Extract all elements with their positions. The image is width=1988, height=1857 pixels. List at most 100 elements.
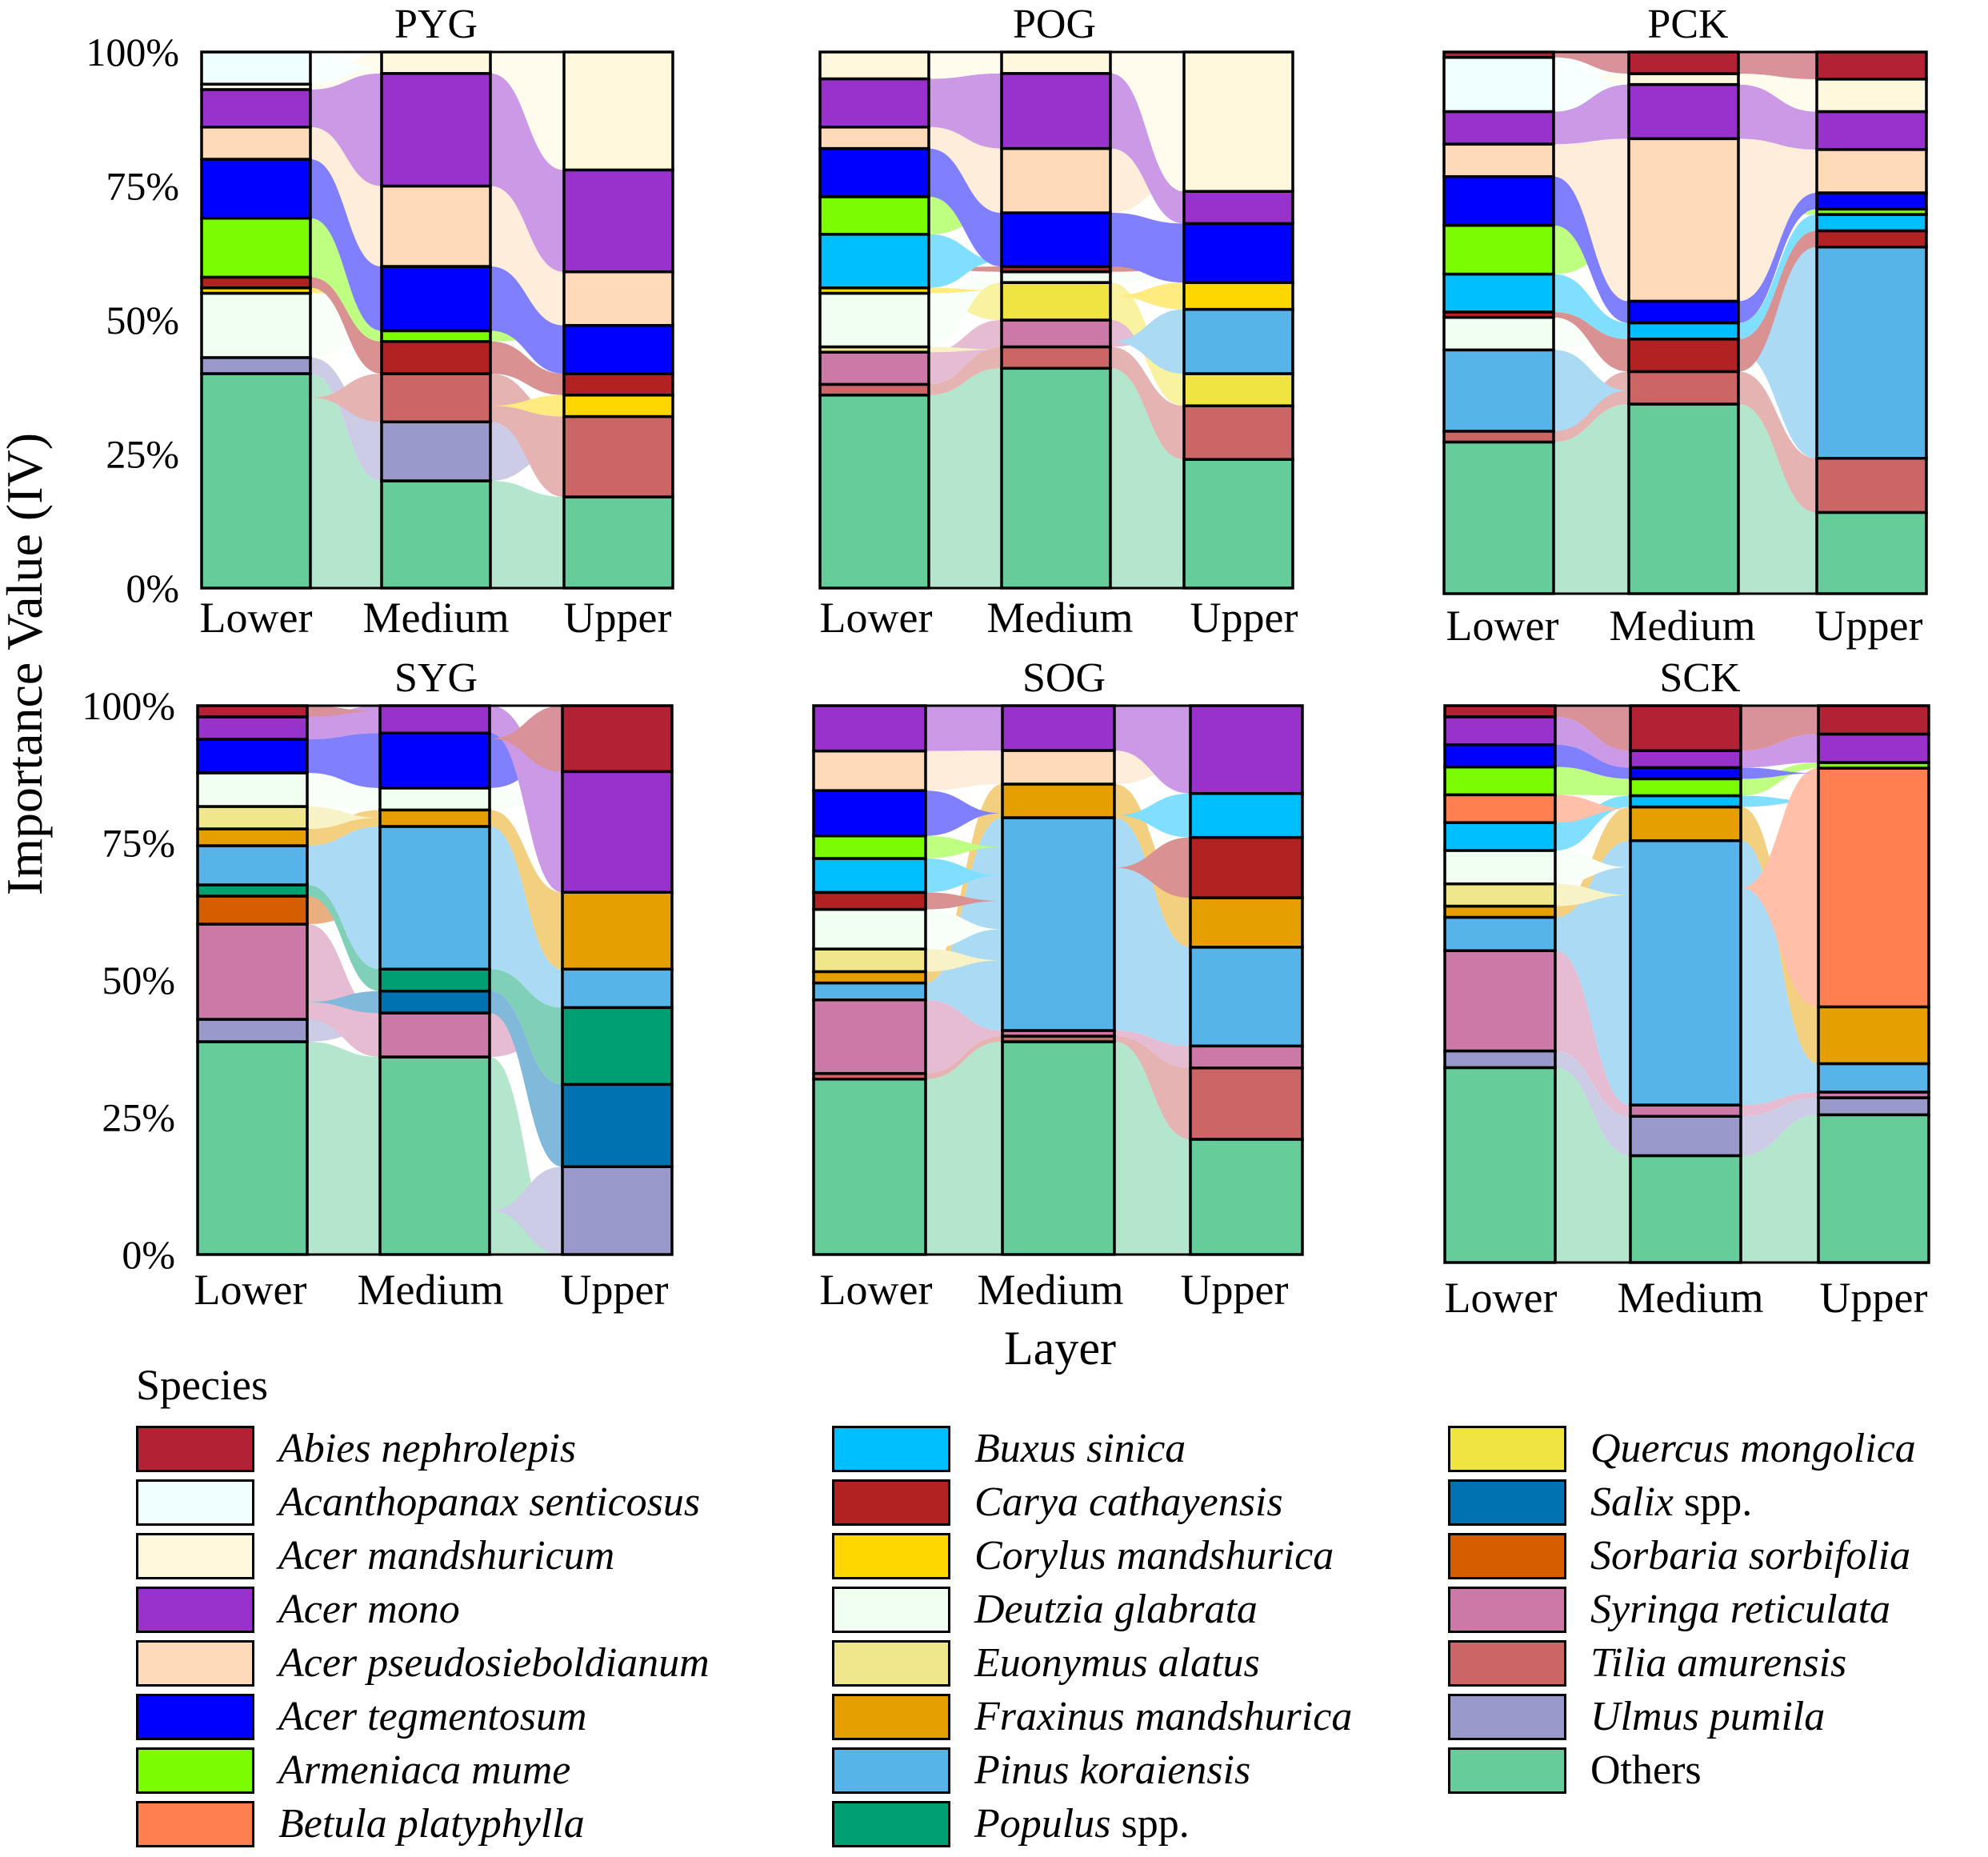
segment-pinus: [1815, 245, 1928, 460]
segment-fraxinus: [1189, 896, 1304, 949]
y-tick-label: 50%: [106, 298, 179, 342]
x-axis-label: Layer: [1004, 1322, 1116, 1375]
segment-betula: [1817, 766, 1930, 1009]
segment-pinus: [1629, 838, 1742, 1107]
segment-tilia: [1815, 457, 1928, 514]
flow-acer_pse-1: [929, 126, 1002, 213]
flow-abies-2: [1738, 52, 1817, 79]
segment-armeniaca: [818, 195, 930, 236]
segment-acer_teg: [1629, 766, 1742, 781]
segment-syringa: [1443, 949, 1557, 1053]
panel-pck: PCK Lower Medium Upper: [1442, 2, 1928, 650]
segment-syringa: [1629, 1103, 1742, 1118]
segment-syringa: [1000, 318, 1112, 349]
segment-syringa: [812, 999, 927, 1075]
x-tick-label: Lower: [1446, 602, 1559, 650]
flow-others-2: [1738, 404, 1817, 594]
segment-armeniaca: [380, 329, 492, 343]
segment-pinus: [1182, 307, 1294, 375]
segment-pinus: [378, 825, 491, 971]
segment-acer_mono: [1182, 190, 1294, 226]
bar-lower: [196, 704, 309, 1256]
segment-acer_mono: [1000, 72, 1112, 150]
flow-buxus-1: [926, 858, 1002, 893]
flow-syringa-1: [307, 924, 380, 1058]
segment-ulmus: [561, 1165, 674, 1256]
bar-medium: [1001, 704, 1116, 1256]
flows: [310, 52, 564, 588]
flow-armeniaca-2: [1741, 762, 1818, 796]
flow-carya-1: [926, 892, 1002, 910]
x-tick-label: Lower: [820, 594, 933, 642]
flow-acer_man-2: [1110, 52, 1184, 192]
flow-acer_mono-2: [1738, 84, 1817, 150]
segment-tilia: [1182, 404, 1294, 461]
x-tick-label: Upper: [1190, 594, 1298, 642]
segment-others: [1443, 1066, 1557, 1264]
flow-tilia-1: [929, 346, 1002, 395]
legend-swatch: [136, 1533, 254, 1579]
segment-buxus: [1189, 792, 1304, 839]
y-tick-label: 0%: [126, 566, 179, 610]
flow-acer_teg-2: [1738, 193, 1817, 323]
panel-title: SCK: [1659, 655, 1741, 701]
segment-carya: [562, 372, 674, 397]
legend-swatch: [832, 1640, 950, 1687]
flow-others-1: [1554, 404, 1629, 594]
flow-acer_mono-2: [1741, 734, 1818, 768]
segment-carya: [1189, 835, 1304, 899]
legend-title: Species: [136, 1361, 268, 1409]
legend-swatch: [136, 1640, 254, 1687]
flow-acer_pse-2: [490, 186, 564, 326]
segment-acer_mono: [200, 88, 312, 129]
segment-buxus: [1627, 321, 1740, 341]
segment-others: [812, 1078, 927, 1256]
panel-title: PCK: [1647, 2, 1729, 47]
segment-deutzia: [200, 291, 312, 359]
segment-acer_mono: [1443, 715, 1557, 746]
y-tick-label: 100%: [82, 683, 175, 728]
segment-others: [1815, 510, 1928, 595]
segment-sorbaria: [196, 894, 309, 926]
legend-swatch: [136, 1694, 254, 1740]
flow-acer_mono-1: [1555, 716, 1630, 768]
legend-label: Abies nephrolepis: [278, 1426, 577, 1471]
x-tick-label: Lower: [200, 594, 313, 642]
flow-others-1: [1555, 1067, 1630, 1263]
segment-acer_mono: [1627, 82, 1740, 141]
legend-label: Carya cathayensis: [974, 1479, 1283, 1525]
panel-syg: SYG Lower Medium Upper 0% 25% 50% 75% 100%: [82, 655, 674, 1314]
segment-fraxinus: [812, 970, 927, 985]
segment-others: [1442, 440, 1555, 595]
segment-acer_teg: [378, 731, 491, 790]
stacked-alluvial-figure: Importance Value (IV) Layer PYG Lower Medi…: [0, 2, 1930, 1375]
panel-title: SYG: [394, 655, 478, 701]
legend-swatch: [832, 1587, 950, 1633]
segment-fraxinus: [378, 808, 491, 828]
legend-label: Buxus sinica: [974, 1426, 1186, 1471]
segment-acer_pse: [380, 184, 492, 268]
y-tick-label: 75%: [106, 164, 179, 209]
flow-euonymus-1: [307, 806, 380, 829]
bar-upper: [561, 704, 674, 1256]
legend-swatch: [1448, 1587, 1566, 1633]
segment-deutzia: [812, 907, 927, 951]
segment-others: [1182, 458, 1294, 590]
flow-pinus-1: [1555, 840, 1630, 1106]
segment-acer_teg: [1443, 742, 1557, 769]
legend-swatch: [832, 1533, 950, 1579]
segment-others: [380, 479, 492, 590]
segment-acer_teg: [1627, 299, 1740, 325]
flow-euonymus-1: [1555, 883, 1630, 906]
segment-others: [200, 372, 312, 590]
segment-fraxinus: [1443, 904, 1557, 919]
legend-label: Others: [1590, 1747, 1702, 1793]
segment-abies: [1442, 50, 1555, 59]
segment-syringa: [196, 922, 309, 1021]
species-legend: Species Abies nephrolepis Acanthopanax se…: [136, 1360, 1976, 1847]
segment-fraxinus: [561, 890, 674, 971]
segment-pinus: [196, 844, 309, 886]
legend-label: Deutzia glabrata: [974, 1587, 1258, 1632]
flow-fraxinus-2: [490, 810, 562, 970]
panel-pyg: PYG Lower Medium Upper 0% 25% 50% 75% 100%: [86, 2, 674, 642]
